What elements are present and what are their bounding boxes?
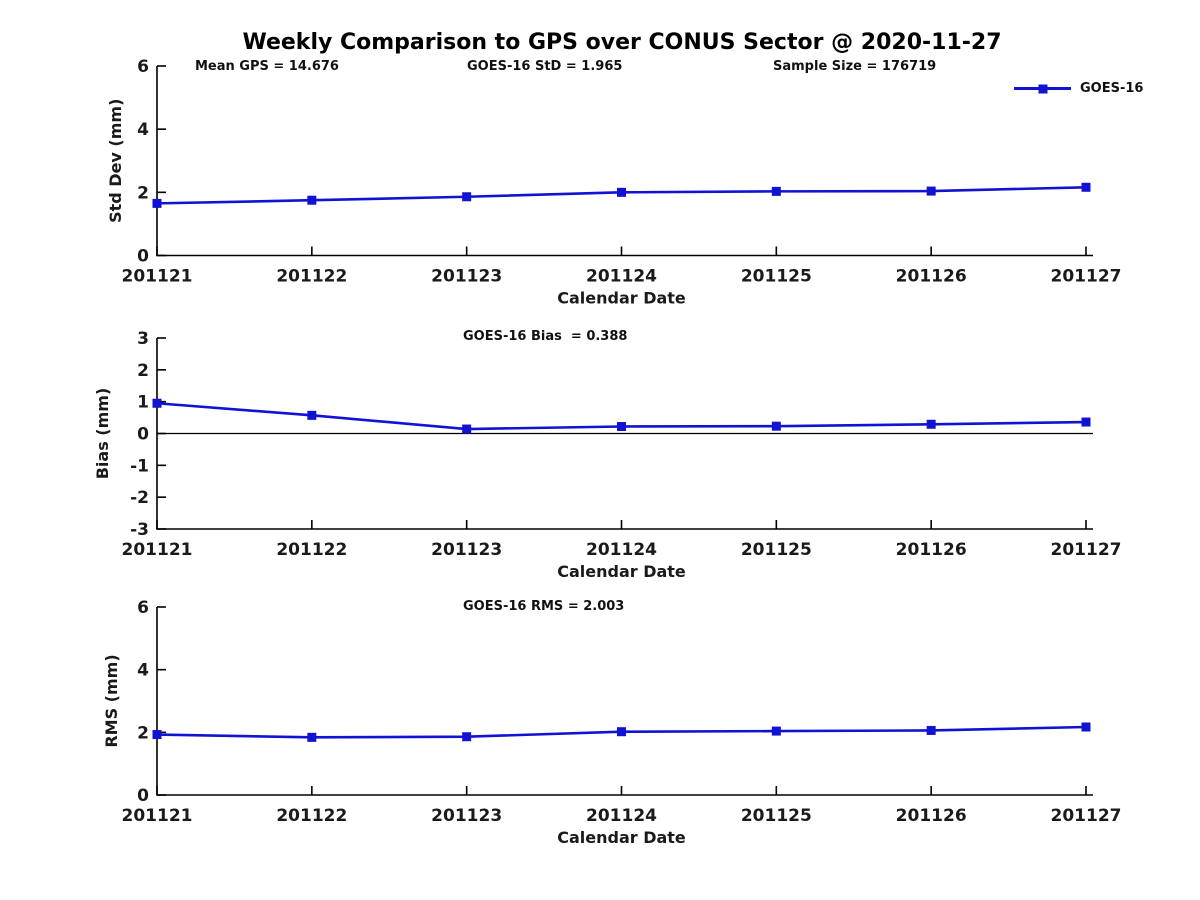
x-tick-label: 201126	[896, 806, 967, 826]
data-point-marker	[152, 398, 162, 408]
x-tick-label: 201124	[586, 267, 657, 287]
x-tick-label: 201127	[1051, 806, 1122, 826]
y-tick-label: 0	[137, 425, 149, 445]
y-tick-label: 2	[137, 361, 149, 381]
x-axis-label: Calendar Date	[557, 562, 686, 581]
x-axis-label: Calendar Date	[557, 828, 686, 847]
data-point-marker	[1081, 417, 1091, 427]
legend-line-sample	[1014, 84, 1071, 93]
y-axis-label: Bias (mm)	[93, 388, 112, 480]
bias-chart: -3 -2 -1 0 1 2 3 201121 201122 201123 201124 201125…	[93, 329, 1121, 581]
data-point-marker	[771, 421, 781, 431]
x-axis-label: Calendar Date	[557, 289, 686, 308]
x-tick-label: 201125	[741, 806, 812, 826]
x-tick-label: 201121	[122, 806, 193, 826]
y-tick-label: 4	[137, 661, 149, 681]
y-tick-label: -2	[130, 488, 149, 508]
annotation-bias: GOES-16 Bias = 0.388	[463, 329, 628, 344]
y-tick-label: 4	[137, 120, 149, 140]
data-point-marker	[307, 195, 317, 205]
data-point-marker	[926, 186, 936, 196]
x-tick-label: 201121	[122, 540, 193, 560]
figure-title: Weekly Comparison to GPS over CONUS Sect…	[242, 30, 1002, 55]
stddev-chart: 0 2 4 6 201121 201122 201123 201124 201125 201126…	[106, 57, 1121, 308]
rms-chart: 0 2 4 6 201121 201122 201123 201124 201125 201126…	[102, 598, 1121, 847]
x-tick-label: 201127	[1051, 267, 1122, 287]
x-tick-label: 201121	[122, 267, 193, 287]
axis-line	[156, 607, 1093, 796]
y-tick-label: 0	[137, 786, 149, 806]
annotation-sample-size: Sample Size = 176719	[773, 59, 937, 74]
data-point-marker	[1081, 182, 1091, 192]
x-tick-label: 201123	[431, 267, 502, 287]
x-tick-label: 201122	[276, 806, 347, 826]
data-point-marker	[462, 424, 472, 434]
x-tick-label: 201122	[276, 540, 347, 560]
annotation-goes-std: GOES-16 StD = 1.965	[467, 59, 623, 74]
y-tick-label: 6	[137, 57, 149, 77]
annotation-rms: GOES-16 RMS = 2.003	[463, 599, 625, 614]
data-point-marker	[307, 410, 317, 420]
data-point-marker	[617, 421, 626, 431]
data-point-marker	[462, 192, 472, 202]
y-tick-label: 2	[137, 183, 149, 203]
legend-label: GOES-16	[1080, 81, 1144, 96]
x-tick-label: 201123	[431, 540, 502, 560]
x-tick-label: 201124	[586, 540, 657, 560]
y-tick-label: -3	[130, 520, 149, 540]
y-tick-label: 3	[137, 329, 149, 349]
y-axis-label: RMS (mm)	[102, 654, 121, 747]
x-tick-label: 201126	[896, 267, 967, 287]
x-tick-label: 201127	[1051, 540, 1122, 560]
x-tick-label: 201126	[896, 540, 967, 560]
annotation-mean-gps: Mean GPS = 14.676	[195, 59, 339, 74]
y-tick-label: 2	[137, 723, 149, 743]
legend-square-marker-icon	[1038, 84, 1047, 93]
y-tick-label: -1	[130, 456, 149, 476]
y-tick-label: 6	[137, 598, 149, 618]
data-point-marker	[1081, 722, 1091, 732]
x-tick-label: 201125	[741, 267, 812, 287]
x-tick-label: 201123	[431, 806, 502, 826]
y-tick-label: 1	[137, 393, 149, 413]
y-axis-label: Std Dev (mm)	[106, 99, 125, 223]
legend: GOES-16	[1014, 80, 1143, 97]
axis-line	[156, 66, 1093, 257]
x-tick-label: 201124	[586, 806, 657, 826]
data-point-marker	[771, 726, 781, 736]
data-point-marker	[307, 732, 317, 742]
data-point-marker	[926, 419, 936, 429]
y-tick-label: 0	[137, 247, 149, 267]
data-point-marker	[771, 186, 781, 196]
data-point-marker	[152, 198, 162, 208]
data-point-marker	[462, 732, 472, 742]
x-tick-label: 201122	[276, 267, 347, 287]
data-point-marker	[926, 725, 936, 735]
data-point-marker	[617, 727, 626, 737]
x-tick-label: 201125	[741, 540, 812, 560]
data-point-marker	[152, 730, 162, 740]
data-point-marker	[617, 187, 626, 197]
